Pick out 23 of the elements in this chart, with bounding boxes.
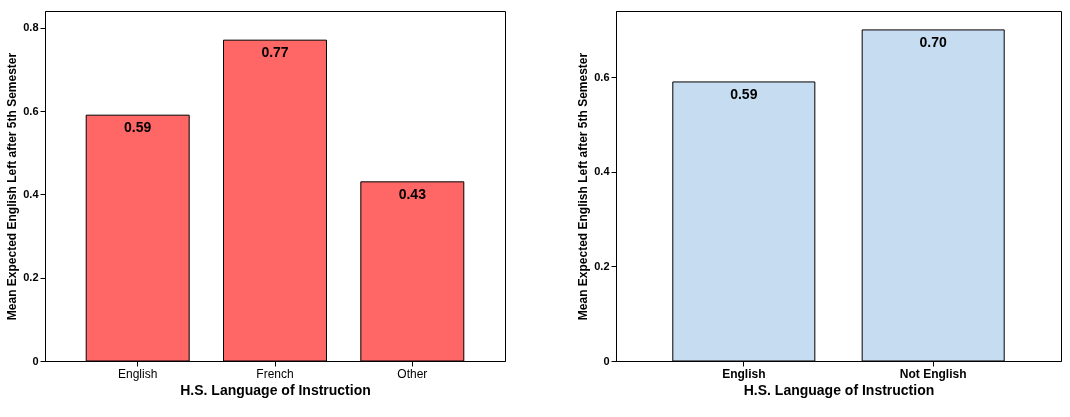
y-tick-label: 0.4	[23, 187, 40, 200]
x-axis-title: H.S. Language of Instruction	[180, 381, 371, 398]
y-tick-label: 0	[603, 354, 610, 367]
data-label: 0.59	[124, 119, 152, 136]
data-label: 0.70	[919, 33, 948, 50]
data-label: 0.59	[730, 85, 758, 102]
x-tick-label: English	[722, 366, 766, 381]
y-axis-title: Mean Expected English Left after 5th Semester	[5, 52, 20, 321]
y-tick-label: 0.6	[594, 70, 610, 83]
data-label: 0.43	[398, 185, 427, 202]
x-tick-label: French	[256, 366, 294, 381]
x-tick-label: English	[118, 366, 158, 381]
data-label: 0.77	[261, 44, 289, 61]
x-tick-label: Other	[397, 366, 428, 381]
y-tick-label: 0.2	[594, 259, 610, 272]
x-tick-label: Not English	[899, 366, 967, 381]
y-tick-label: 0	[32, 354, 39, 367]
y-tick-label: 0.4	[594, 165, 611, 178]
y-axis-title: Mean Expected English Left after 5th Semester	[576, 52, 591, 321]
x-axis-title: H.S. Language of Instruction	[743, 381, 935, 398]
y-tick-label: 0.6	[23, 104, 39, 117]
y-tick-label: 0.2	[23, 271, 39, 284]
y-tick-label: 0.8	[23, 21, 39, 34]
